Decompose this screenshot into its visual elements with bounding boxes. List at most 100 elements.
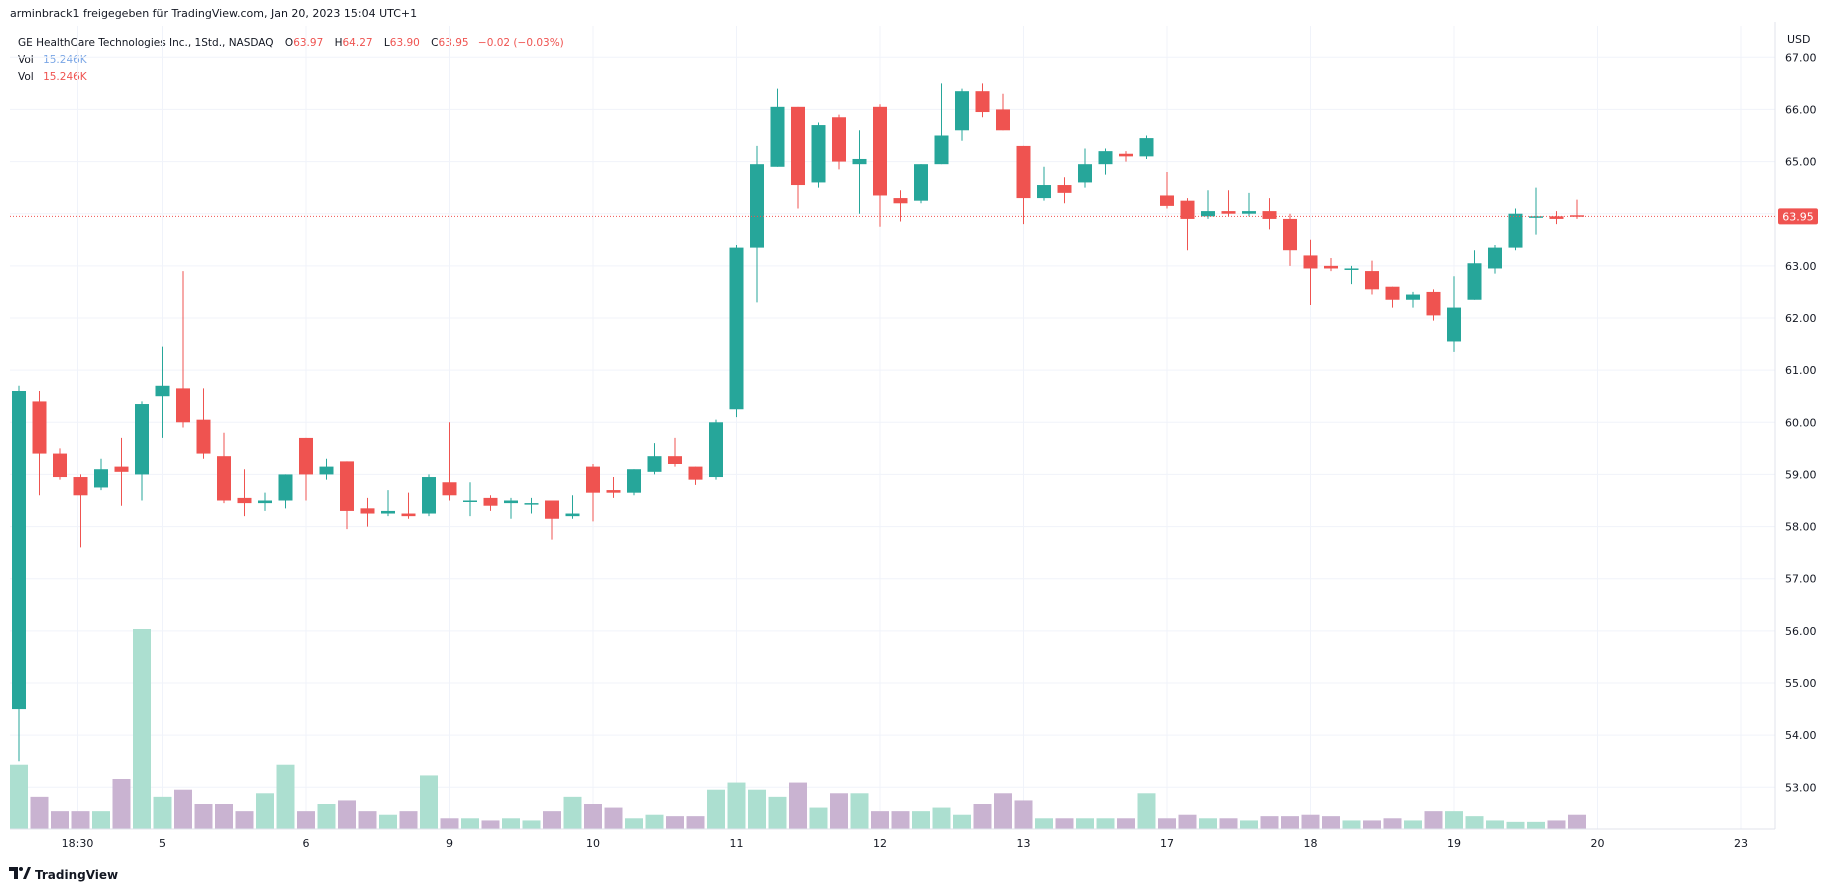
- candle[interactable]: [299, 437, 313, 501]
- candle[interactable]: [914, 164, 928, 204]
- candle[interactable]: [1447, 276, 1461, 352]
- volume-bar: [153, 796, 172, 829]
- candle[interactable]: [217, 432, 231, 504]
- candle[interactable]: [996, 93, 1010, 131]
- volume-bar: [1506, 821, 1525, 829]
- candle[interactable]: [32, 391, 47, 496]
- candle[interactable]: [524, 497, 539, 514]
- candle[interactable]: [258, 492, 272, 511]
- candle[interactable]: [1549, 211, 1564, 225]
- volume-bar: [850, 793, 869, 829]
- candle-body: [1057, 185, 1072, 193]
- candle[interactable]: [422, 474, 436, 517]
- candle[interactable]: [955, 88, 969, 141]
- candle[interactable]: [770, 88, 785, 167]
- candle[interactable]: [1283, 213, 1297, 266]
- candle[interactable]: [196, 388, 211, 459]
- candle[interactable]: [1139, 135, 1154, 159]
- candle[interactable]: [135, 401, 149, 501]
- candle-body: [545, 500, 559, 519]
- candle[interactable]: [483, 495, 498, 511]
- candle[interactable]: [504, 497, 518, 519]
- candle[interactable]: [1406, 291, 1420, 308]
- candle[interactable]: [1098, 148, 1113, 175]
- candle[interactable]: [750, 145, 764, 303]
- candle[interactable]: [155, 346, 170, 438]
- candle[interactable]: [1467, 250, 1482, 300]
- candle[interactable]: [463, 482, 477, 517]
- candle[interactable]: [1529, 187, 1543, 235]
- candle-body: [893, 198, 908, 204]
- candle[interactable]: [381, 490, 395, 517]
- symbol-title[interactable]: GE HealthCare Technologies Inc., 1Std., …: [18, 37, 274, 49]
- candle[interactable]: [934, 83, 949, 165]
- candle[interactable]: [1078, 148, 1092, 188]
- y-tick-label: 58.00: [1785, 521, 1817, 534]
- candle[interactable]: [709, 419, 723, 480]
- candle[interactable]: [688, 466, 703, 485]
- candle[interactable]: [811, 122, 826, 188]
- candle[interactable]: [565, 495, 580, 519]
- candle-body: [155, 385, 170, 397]
- candle[interactable]: [1508, 208, 1523, 251]
- volume-bar: [358, 811, 377, 829]
- candle[interactable]: [1119, 151, 1133, 162]
- candle[interactable]: [176, 271, 190, 428]
- candle[interactable]: [319, 458, 334, 480]
- candle[interactable]: [1426, 289, 1441, 321]
- candle[interactable]: [1385, 286, 1400, 308]
- candle[interactable]: [647, 443, 662, 475]
- volume-bar: [440, 818, 459, 829]
- candle[interactable]: [12, 385, 26, 762]
- candle[interactable]: [832, 114, 846, 170]
- candle[interactable]: [401, 492, 416, 519]
- candle[interactable]: [975, 83, 990, 118]
- candle[interactable]: [1180, 198, 1195, 251]
- candle[interactable]: [852, 130, 867, 214]
- candle[interactable]: [873, 104, 887, 227]
- candle[interactable]: [1037, 166, 1051, 201]
- candle[interactable]: [1365, 260, 1379, 295]
- candle[interactable]: [1160, 172, 1174, 209]
- candle[interactable]: [94, 458, 108, 491]
- candle[interactable]: [1057, 177, 1072, 204]
- volume-bar: [1445, 811, 1463, 829]
- candle[interactable]: [360, 497, 375, 527]
- candle[interactable]: [1262, 198, 1277, 230]
- candle[interactable]: [340, 461, 354, 530]
- y-tick-label: 59.00: [1785, 468, 1817, 481]
- tradingview-logo[interactable]: TradingView: [9, 867, 118, 882]
- candle[interactable]: [237, 469, 252, 517]
- candle-body: [586, 466, 600, 493]
- candle[interactable]: [606, 477, 621, 498]
- candle[interactable]: [1488, 245, 1502, 274]
- candle[interactable]: [1324, 258, 1338, 272]
- candle[interactable]: [586, 464, 600, 522]
- candle[interactable]: [729, 245, 744, 418]
- candle[interactable]: [278, 474, 293, 509]
- candle[interactable]: [668, 437, 682, 467]
- volume-bar: [1281, 816, 1299, 829]
- candle[interactable]: [1016, 145, 1031, 225]
- candle[interactable]: [545, 500, 559, 540]
- candle[interactable]: [114, 437, 129, 506]
- candle[interactable]: [73, 474, 88, 548]
- candle[interactable]: [1221, 190, 1236, 217]
- candle[interactable]: [1201, 190, 1215, 219]
- y-tick-label: 66.00: [1785, 103, 1817, 116]
- volume-bar: [1404, 820, 1422, 829]
- volume-bar: [1547, 820, 1566, 829]
- candle[interactable]: [627, 469, 641, 496]
- candle[interactable]: [1344, 265, 1359, 285]
- candle[interactable]: [442, 422, 457, 501]
- candle[interactable]: [1303, 239, 1318, 305]
- candle[interactable]: [53, 448, 67, 480]
- candle[interactable]: [791, 106, 805, 209]
- candle[interactable]: [893, 190, 908, 222]
- candle-body: [1160, 195, 1174, 206]
- volume-bar: [768, 796, 787, 829]
- candle[interactable]: [1242, 192, 1256, 217]
- candle-body: [1180, 200, 1195, 219]
- legend-vol-row-2[interactable]: Vol 15.246K: [18, 69, 564, 86]
